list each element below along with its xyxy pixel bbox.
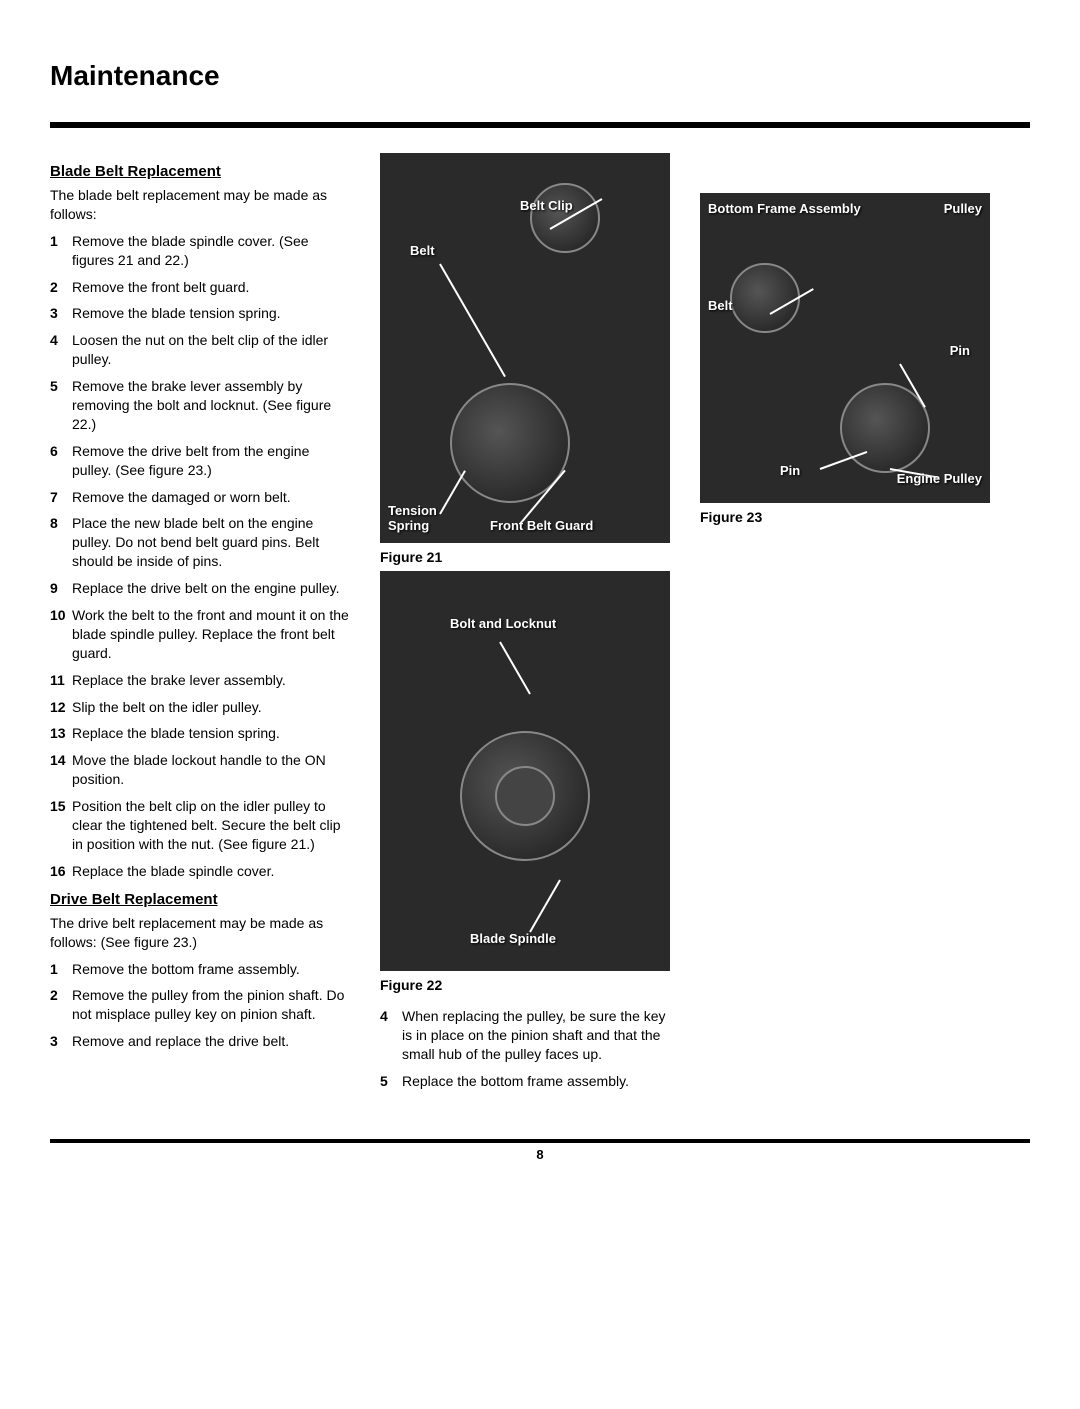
label-belt-23: Belt xyxy=(708,298,733,313)
step-text: Remove the blade tension spring. xyxy=(72,304,350,323)
drive-belt-heading: Drive Belt Replacement xyxy=(50,891,350,908)
figure-23-caption: Figure 23 xyxy=(700,509,990,525)
page-number: 8 xyxy=(50,1147,1030,1162)
step-text: Move the blade lockout handle to the ON … xyxy=(72,751,350,789)
figure-21: Belt Clip Belt Tension Spring Front Belt… xyxy=(380,153,670,565)
step-text: Replace the drive belt on the engine pul… xyxy=(72,579,350,598)
step-text: Remove the pulley from the pinion shaft.… xyxy=(72,986,350,1024)
figure-21-caption: Figure 21 xyxy=(380,549,670,565)
step-text: Loosen the nut on the belt clip of the i… xyxy=(72,331,350,369)
drive-belt-steps-b: 4When replacing the pulley, be sure the … xyxy=(380,1007,670,1091)
figure-23: Bottom Frame Assembly Pulley Belt Pin Pi… xyxy=(700,193,990,525)
step-text: Remove the blade spindle cover. (See fig… xyxy=(72,232,350,270)
figure-21-image: Belt Clip Belt Tension Spring Front Belt… xyxy=(380,153,670,543)
step-text: When replacing the pulley, be sure the k… xyxy=(402,1007,670,1064)
label-bottom-frame: Bottom Frame Assembly xyxy=(708,201,861,216)
figure-22-image: Bolt and Locknut Blade Spindle xyxy=(380,571,670,971)
figure-22-caption: Figure 22 xyxy=(380,977,670,993)
step-text: Replace the brake lever assembly. xyxy=(72,671,350,690)
column-1: Blade Belt Replacement The blade belt re… xyxy=(50,153,350,1059)
header-rule xyxy=(50,122,1030,128)
label-engine-pulley: Engine Pulley xyxy=(897,471,982,486)
label-belt: Belt xyxy=(410,243,435,258)
label-pin1: Pin xyxy=(950,343,970,358)
blade-belt-steps: 1Remove the blade spindle cover. (See fi… xyxy=(50,232,350,881)
step-text: Remove the bottom frame assembly. xyxy=(72,960,350,979)
step-text: Slip the belt on the idler pulley. xyxy=(72,698,350,717)
label-tension-spring: Tension Spring xyxy=(388,503,448,533)
label-bolt-locknut: Bolt and Locknut xyxy=(450,616,556,631)
step-text: Position the belt clip on the idler pull… xyxy=(72,797,350,854)
footer-rule xyxy=(50,1139,1030,1143)
blade-belt-intro: The blade belt replacement may be made a… xyxy=(50,186,350,224)
step-text: Remove the front belt guard. xyxy=(72,278,350,297)
page-title: Maintenance xyxy=(50,60,1030,92)
column-3: Bottom Frame Assembly Pulley Belt Pin Pi… xyxy=(700,153,990,531)
label-belt-clip: Belt Clip xyxy=(520,198,573,213)
step-text: Remove the drive belt from the engine pu… xyxy=(72,442,350,480)
blade-belt-heading: Blade Belt Replacement xyxy=(50,163,350,180)
step-text: Replace the bottom frame assembly. xyxy=(402,1072,670,1091)
content-grid: Blade Belt Replacement The blade belt re… xyxy=(50,153,1030,1099)
drive-belt-intro: The drive belt replacement may be made a… xyxy=(50,914,350,952)
step-text: Place the new blade belt on the engine p… xyxy=(72,514,350,571)
label-pulley: Pulley xyxy=(944,201,982,216)
figure-22: Bolt and Locknut Blade Spindle Figure 22 xyxy=(380,571,670,993)
step-text: Replace the blade spindle cover. xyxy=(72,862,350,881)
figure-23-image: Bottom Frame Assembly Pulley Belt Pin Pi… xyxy=(700,193,990,503)
column-2: Belt Clip Belt Tension Spring Front Belt… xyxy=(380,153,670,1099)
label-blade-spindle: Blade Spindle xyxy=(470,931,556,946)
label-pin2: Pin xyxy=(780,463,800,478)
step-text: Remove the brake lever assembly by remov… xyxy=(72,377,350,434)
step-text: Remove and replace the drive belt. xyxy=(72,1032,350,1051)
step-text: Replace the blade tension spring. xyxy=(72,724,350,743)
label-front-belt-guard: Front Belt Guard xyxy=(490,518,593,533)
step-text: Work the belt to the front and mount it … xyxy=(72,606,350,663)
step-text: Remove the damaged or worn belt. xyxy=(72,488,350,507)
drive-belt-steps-a: 1Remove the bottom frame assembly. 2Remo… xyxy=(50,960,350,1052)
